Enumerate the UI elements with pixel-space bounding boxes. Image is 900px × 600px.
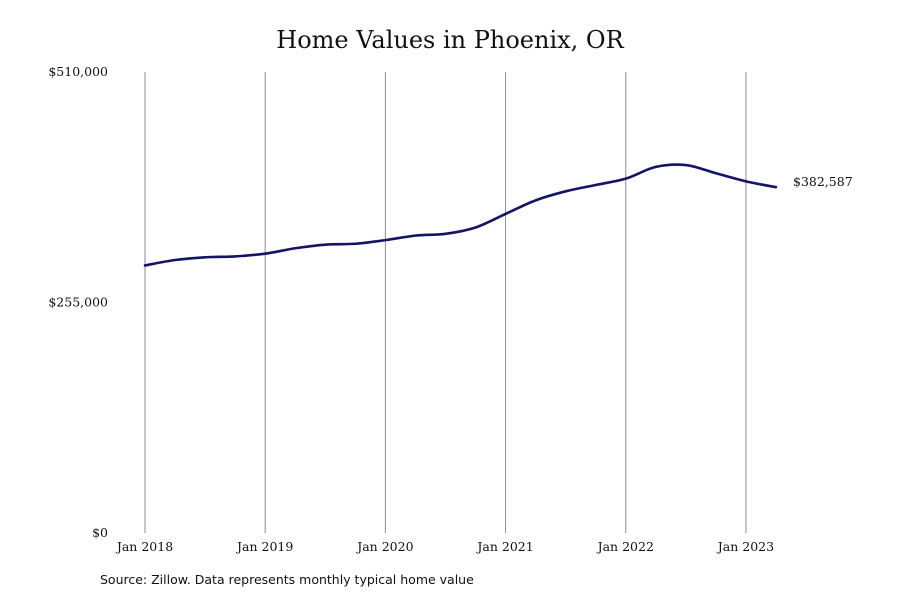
chart-title: Home Values in Phoenix, OR [276,26,624,54]
series-layer [143,163,778,267]
x-tick-label: Jan 2022 [596,539,654,554]
grid-lines [144,72,747,533]
y-axis: $510,000 $255,000 $0 [48,64,108,540]
x-tick-label: Jan 2019 [235,539,293,554]
y-tick-label: $0 [92,525,108,540]
x-tick-label: Jan 2021 [475,539,533,554]
home-value-line [143,163,778,267]
x-tick-label: Jan 2023 [716,539,774,554]
x-axis: Jan 2018 Jan 2019 Jan 2020 Jan 2021 Jan 2022… [115,539,774,554]
y-tick-label: $255,000 [48,295,108,310]
x-tick-label: Jan 2020 [355,539,413,554]
source-note: Source: Zillow. Data represents monthly … [100,572,474,587]
x-tick-label: Jan 2018 [115,539,173,554]
label-layer: $382,587 [793,174,853,189]
end-value-label: $382,587 [793,174,853,189]
y-tick-label: $510,000 [48,64,108,79]
